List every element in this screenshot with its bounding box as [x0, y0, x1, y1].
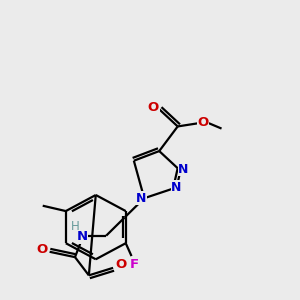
Text: F: F — [129, 258, 138, 271]
Text: N: N — [171, 181, 182, 194]
Text: O: O — [116, 258, 127, 271]
Text: O: O — [197, 116, 209, 129]
Text: H: H — [70, 220, 80, 232]
Text: N: N — [76, 230, 88, 243]
Text: N: N — [136, 192, 146, 205]
Text: O: O — [148, 100, 159, 114]
Text: O: O — [36, 243, 47, 256]
Text: N: N — [178, 163, 189, 176]
